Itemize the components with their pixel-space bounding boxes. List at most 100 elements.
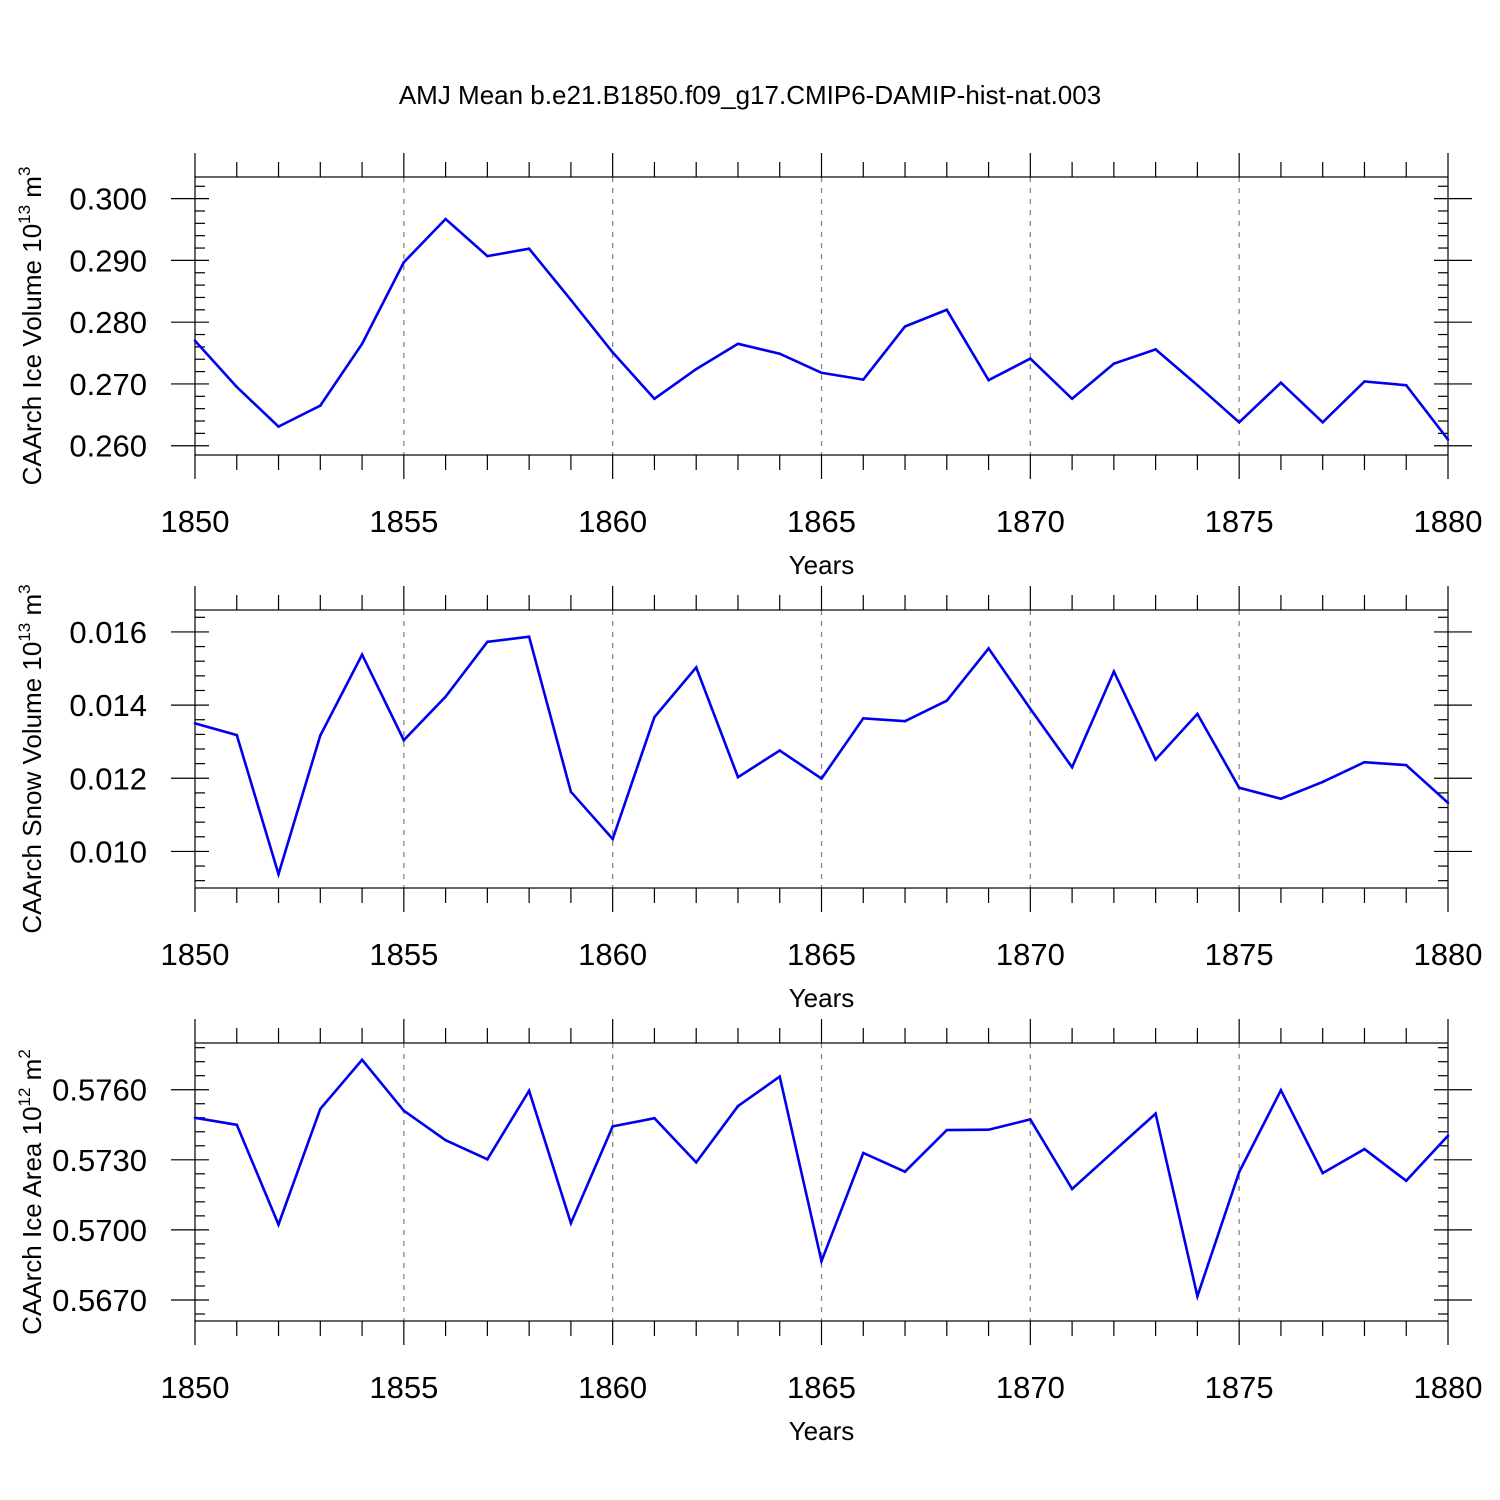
data-point (1321, 1171, 1324, 1175)
x-axis-title: Years (789, 983, 855, 1013)
series-line (194, 217, 1450, 441)
x-tick-label: 1855 (369, 1370, 438, 1405)
data-point (653, 1116, 656, 1120)
data-point (1112, 362, 1116, 365)
y-axis-title-part: 13 (15, 205, 34, 224)
data-point (694, 367, 698, 371)
data-point (1446, 438, 1450, 441)
x-tick-label: 1880 (1414, 1370, 1483, 1405)
y-axis-title: CAArch Snow Volume 1013 m3 (15, 584, 47, 933)
y-axis-title-part: m (17, 1059, 47, 1088)
x-tick-label: 1855 (369, 937, 438, 972)
data-point (987, 647, 990, 650)
data-point (235, 733, 239, 737)
x-tick-label: 1865 (787, 1370, 856, 1405)
data-point (1446, 801, 1450, 805)
panels: 0.260 0.270 0.280 0.290 0.300 1850 1855 1860 186… (15, 153, 1482, 1446)
data-point (903, 719, 907, 723)
data-point (486, 1158, 489, 1161)
data-point (1029, 1118, 1032, 1121)
data-point (1363, 380, 1366, 383)
x-tick-label: 1880 (1414, 504, 1483, 539)
data-point (277, 872, 280, 876)
y-tick-label: 0.300 (69, 182, 147, 217)
data-point (402, 260, 406, 264)
data-point (820, 371, 823, 375)
panel-3: 0.5670 0.5700 0.5730 0.5760 1850 1855 1860 1865… (15, 1019, 1482, 1446)
x-tick-label: 1870 (996, 504, 1065, 539)
data-point (319, 734, 322, 737)
data-point (861, 378, 865, 381)
data-point (861, 716, 865, 720)
data-point (1196, 1294, 1199, 1298)
data-point (1070, 765, 1074, 769)
y-tick-label: 0.010 (69, 834, 147, 869)
data-point (1279, 1088, 1283, 1092)
data-point (402, 738, 406, 742)
data-point (736, 342, 740, 346)
panel-2: 0.010 0.012 0.014 0.016 1850 1855 1860 1865 1870… (15, 584, 1482, 1013)
data-point (1112, 1149, 1116, 1153)
data-point (987, 1128, 990, 1131)
data-point (277, 425, 280, 428)
data-point (736, 775, 740, 779)
y-axis-title-part: 12 (15, 1088, 34, 1107)
data-point (987, 378, 990, 382)
x-tick-label: 1860 (578, 937, 647, 972)
data-point (1363, 1147, 1366, 1151)
data-point (1279, 797, 1283, 801)
data-point (1196, 383, 1199, 387)
data-point (527, 1089, 531, 1092)
data-point (694, 666, 698, 669)
data-point (527, 635, 531, 639)
data-point (903, 325, 907, 328)
y-axis-title-part: CAArch Ice Area 10 (17, 1106, 47, 1334)
data-point (444, 695, 447, 698)
data-point (193, 339, 197, 343)
data-point (1404, 383, 1408, 387)
x-axis-title: Years (789, 550, 855, 580)
data-point (1154, 348, 1157, 351)
data-point (861, 1151, 865, 1155)
data-point (1070, 1187, 1074, 1191)
data-point (1404, 1179, 1408, 1183)
y-axis-title-part: 13 (15, 623, 34, 642)
data-point (486, 254, 489, 258)
data-point (1029, 707, 1032, 711)
data-point (1070, 397, 1074, 401)
data-point (820, 777, 823, 780)
data-point (611, 351, 614, 354)
data-point (736, 1104, 740, 1108)
x-axis-title: Years (789, 1416, 855, 1446)
data-point (1112, 670, 1116, 673)
panel-1: 0.260 0.270 0.280 0.290 0.300 1850 1855 1860 186… (15, 153, 1482, 580)
data-point (319, 404, 322, 407)
data-point (1404, 763, 1408, 767)
data-point (653, 397, 656, 401)
x-tick-label: 1875 (1205, 937, 1274, 972)
data-point (903, 1170, 907, 1174)
y-axis-title-part: CAArch Snow Volume 10 (17, 642, 47, 934)
data-point (1237, 786, 1241, 790)
data-point (1363, 760, 1366, 764)
data-point (1321, 420, 1324, 424)
x-tick-label: 1865 (787, 937, 856, 972)
data-point (1237, 1170, 1241, 1174)
data-point (360, 342, 364, 346)
y-axis-title: CAArch Ice Area 1012 m2 (15, 1049, 47, 1335)
chart-title: AMJ Mean b.e21.B1850.f09_g17.CMIP6-DAMIP… (399, 80, 1101, 110)
data-point (778, 749, 782, 752)
x-tick-label: 1850 (161, 504, 230, 539)
data-point (653, 715, 656, 719)
data-point (945, 699, 949, 703)
data-point (945, 308, 949, 312)
data-point (360, 653, 364, 656)
y-tick-label: 0.270 (69, 367, 147, 402)
data-point (1321, 780, 1324, 784)
data-point (235, 1123, 239, 1127)
x-tick-label: 1850 (161, 1370, 230, 1405)
data-point (444, 217, 447, 221)
data-point (527, 247, 531, 250)
data-point (193, 722, 197, 725)
x-tick-label: 1850 (161, 937, 230, 972)
